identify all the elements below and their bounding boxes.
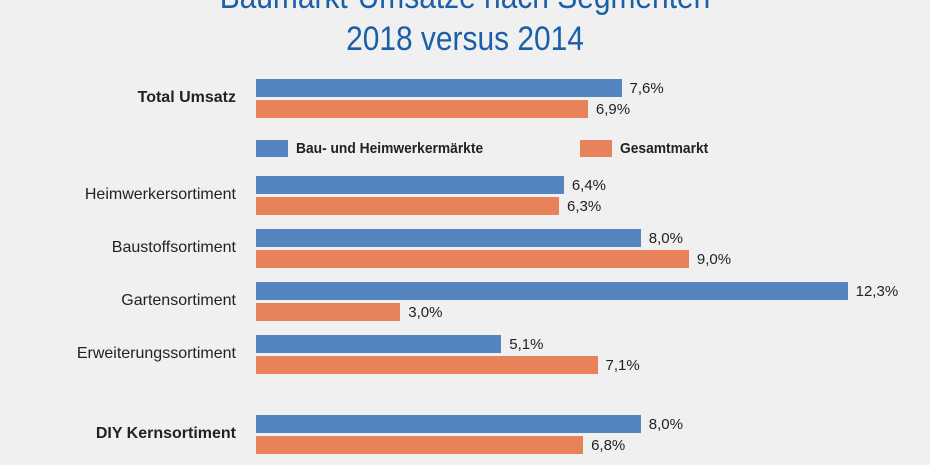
bar-gesamt <box>256 356 598 374</box>
bar-bau <box>256 79 622 97</box>
data-label: 8,0% <box>648 230 683 247</box>
legend-swatch-gesamt <box>580 140 612 157</box>
chart-title: Baumarkt-Umsätze nach Segmenten <box>56 0 874 17</box>
bar-gesamt <box>256 303 401 321</box>
data-label: 3,0% <box>408 304 443 321</box>
data-label: 6,9% <box>595 101 631 118</box>
category-label: Baustoffsortiment <box>111 239 236 256</box>
data-label: 12,3% <box>855 283 899 300</box>
data-label: 5,1% <box>509 336 544 353</box>
data-label: 7,6% <box>629 80 664 97</box>
category-label: Heimwerkersortiment <box>84 186 236 203</box>
bar-gesamt <box>256 436 584 454</box>
bar-bau <box>256 229 641 247</box>
legend-swatch-bau <box>256 140 288 157</box>
bar-gesamt <box>256 197 560 215</box>
bar-gesamt <box>256 100 588 118</box>
category-label: DIY Kernsortiment <box>95 425 236 442</box>
category-label: Total Umsatz <box>137 89 236 106</box>
data-label: 6,3% <box>567 198 602 215</box>
bar-bau <box>256 335 502 353</box>
bar-gesamt <box>256 250 689 268</box>
data-label: 6,4% <box>571 177 607 194</box>
data-label: 8,0% <box>648 416 683 433</box>
data-label: 6,8% <box>591 437 626 454</box>
bar-bau <box>256 176 564 194</box>
data-label: 9,0% <box>696 251 732 268</box>
chart-subtitle: 2018 versus 2014 <box>346 20 584 58</box>
data-label: 7,1% <box>605 357 640 374</box>
category-label: Erweiterungssortiment <box>76 345 236 362</box>
legend-label-gesamt: Gesamtmarkt <box>620 140 709 157</box>
category-label: Gartensortiment <box>121 292 236 309</box>
legend-label-bau: Bau- und Heimwerkermärkte <box>296 140 484 157</box>
bar-bau <box>256 415 641 433</box>
bar-bau <box>256 282 848 300</box>
